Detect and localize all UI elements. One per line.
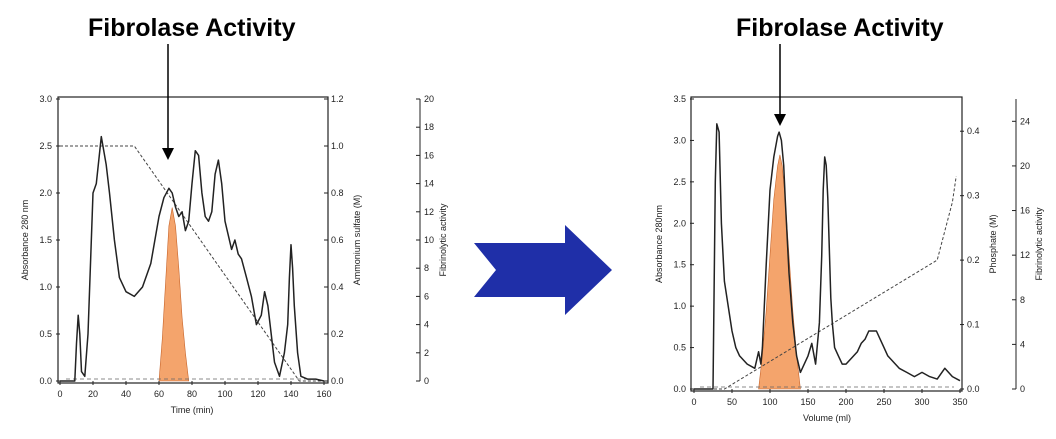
y3-tick-label: 4: [1020, 339, 1025, 349]
x-tick-label: 0: [57, 389, 62, 399]
x-tick-label: 140: [283, 389, 298, 399]
x-tick-label: 100: [217, 389, 232, 399]
plot-frame-right: [690, 96, 963, 392]
x-tick-label: 100: [762, 397, 777, 407]
x-tick-label: 150: [800, 397, 815, 407]
y3-tick-label: 16: [424, 150, 434, 160]
y2-tick-label: 0.4: [967, 126, 980, 136]
y-tick-label: 3.0: [39, 94, 52, 104]
y3-tick-label: 0: [1020, 384, 1025, 394]
y3-tick-label: 24: [1020, 116, 1030, 126]
y3-axis-label: Fibrinolytic activity: [438, 203, 448, 277]
y2-tick-label: 1.0: [331, 141, 344, 151]
y3-tick-label: 12: [424, 207, 434, 217]
y2-tick-label: 0.0: [331, 376, 344, 386]
fibrinolytic-activity-area: [158, 207, 190, 382]
y3-tick-label: 4: [424, 320, 429, 330]
x-tick-label: 120: [250, 389, 265, 399]
y2-axis-label: Ammonium sulfate (M): [352, 195, 362, 286]
y2-tick-label: 0.1: [967, 320, 980, 330]
y-axis-label: Absorbance 280 nm: [20, 200, 30, 281]
y3-tick-label: 20: [424, 94, 434, 104]
y-tick-label: 2.0: [39, 188, 52, 198]
y2-tick-label: 0.6: [331, 235, 344, 245]
y-tick-label: 1.0: [673, 301, 686, 311]
x-tick-label: 80: [187, 389, 197, 399]
y3-tick-label: 0: [424, 376, 429, 386]
x-tick-label: 60: [154, 389, 164, 399]
y2-tick-label: 0.8: [331, 188, 344, 198]
fibrolase-activity-heading-left: Fibrolase Activity: [88, 14, 296, 42]
pointer-arrow-left-head: [162, 148, 174, 160]
ammonium-sulfate-gradient-line: [60, 145, 324, 382]
y-axis-label: Absorbance 280nm: [654, 205, 664, 283]
absorbance-trace: [694, 123, 961, 390]
y-tick-label: 2.0: [673, 218, 686, 228]
x-tick-label: 200: [838, 397, 853, 407]
y-tick-label: 1.0: [39, 282, 52, 292]
x-axis-label: Time (min): [171, 405, 214, 415]
y3-axis-label: Fibrinolytic activity: [1034, 207, 1044, 281]
y3-tick-label: 8: [1020, 295, 1025, 305]
y3-tick-label: 16: [1020, 206, 1030, 216]
x-tick-label: 160: [316, 389, 331, 399]
y-tick-label: 3.0: [673, 135, 686, 145]
y-tick-label: 1.5: [673, 260, 686, 270]
y3-tick-label: 10: [424, 235, 434, 245]
y-tick-label: 0.0: [673, 384, 686, 394]
absorbance-trace: [60, 135, 325, 382]
y-tick-label: 0.5: [39, 329, 52, 339]
y-tick-label: 2.5: [39, 141, 52, 151]
x-axis-label: Volume (ml): [803, 413, 851, 423]
y-tick-label: 2.5: [673, 177, 686, 187]
y3-tick-label: 20: [1020, 161, 1030, 171]
y2-axis-label: Phosphate (M): [988, 214, 998, 273]
y3-tick-label: 8: [424, 263, 429, 273]
x-tick-label: 0: [691, 397, 696, 407]
y-tick-label: 0.5: [673, 343, 686, 353]
fibrolase-activity-heading-right: Fibrolase Activity: [736, 14, 944, 42]
y2-tick-label: 0.2: [967, 255, 980, 265]
x-tick-label: 250: [876, 397, 891, 407]
fibrinolytic-activity-area: [758, 154, 801, 390]
y3-tick-label: 12: [1020, 250, 1030, 260]
y2-tick-label: 1.2: [331, 94, 344, 104]
y2-tick-label: 0.0: [967, 384, 980, 394]
y-tick-label: 0.0: [39, 376, 52, 386]
y2-tick-label: 0.2: [331, 329, 344, 339]
x-tick-label: 50: [727, 397, 737, 407]
process-arrow: [474, 225, 612, 315]
y3-tick-label: 14: [424, 179, 434, 189]
y3-tick-label: 18: [424, 122, 434, 132]
y-tick-label: 1.5: [39, 235, 52, 245]
y-tick-label: 3.5: [673, 94, 686, 104]
y3-tick-label: 6: [424, 291, 429, 301]
x-tick-label: 300: [914, 397, 929, 407]
x-tick-label: 350: [952, 397, 967, 407]
x-tick-label: 40: [121, 389, 131, 399]
y3-tick-label: 2: [424, 348, 429, 358]
x-tick-label: 20: [88, 389, 98, 399]
y2-tick-label: 0.4: [331, 282, 344, 292]
y2-tick-label: 0.3: [967, 191, 980, 201]
phosphate-gradient-line: [694, 176, 957, 390]
plot-frame-left: [57, 96, 329, 384]
pointer-arrow-right-head: [774, 114, 786, 126]
